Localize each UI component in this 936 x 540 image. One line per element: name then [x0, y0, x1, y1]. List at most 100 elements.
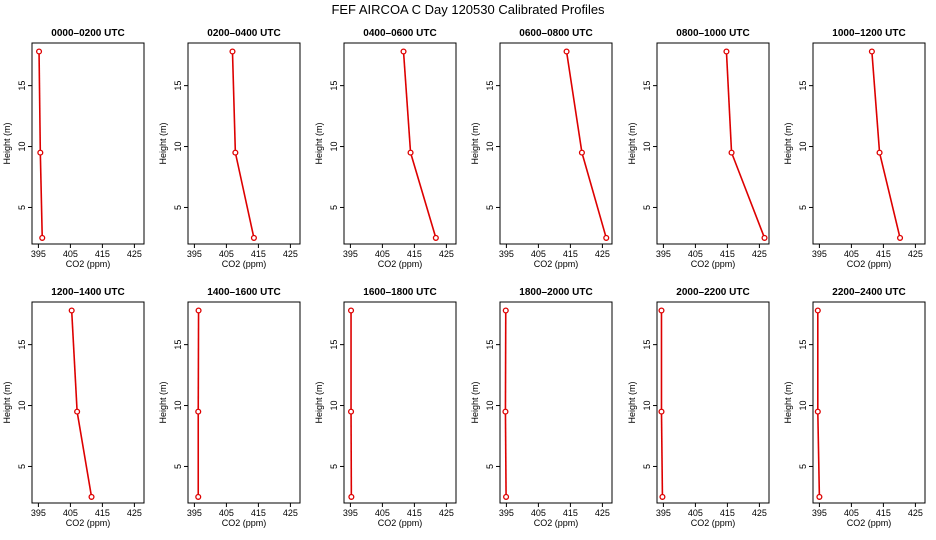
- x-tick-label: 405: [531, 508, 546, 518]
- figure-title: FEF AIRCOA C Day 120530 Calibrated Profi…: [331, 2, 605, 17]
- panels-grid: 0000–0200 UTC 395 405 415 425 CO2 (ppm) 5 10 15 H…: [2, 28, 926, 528]
- profile-point: [896, 234, 904, 241]
- panel-title: 0800–1000 UTC: [676, 28, 749, 39]
- profile-segment: [38, 51, 42, 153]
- x-tick-label: 425: [283, 508, 298, 518]
- x-tick-label: 395: [187, 249, 202, 259]
- profile-point: [659, 493, 666, 500]
- profile-point: [502, 307, 509, 314]
- y-tick-label: 10: [642, 401, 652, 411]
- y-tick-label: 15: [485, 340, 495, 350]
- x-tick-label: 405: [688, 249, 703, 259]
- plot-frame: [187, 301, 301, 504]
- y-tick-label: 15: [798, 81, 808, 91]
- y-tick-label: 10: [798, 142, 808, 152]
- y-tick-label: 15: [329, 81, 339, 91]
- profile-point: [347, 408, 355, 415]
- profile-point: [88, 493, 95, 500]
- profile-segment: [581, 152, 608, 239]
- x-tick-label: 395: [812, 249, 827, 259]
- profile-panel: 1200–1400 UTC 395 405 415 425 CO2 (ppm) 5 10 15 H…: [2, 287, 145, 528]
- profile-segment: [409, 152, 437, 239]
- y-tick-label: 15: [642, 81, 652, 91]
- x-tick-label: 395: [31, 249, 46, 259]
- panel-title: 1000–1200 UTC: [832, 28, 905, 39]
- x-tick-label: 415: [95, 249, 110, 259]
- profile-point: [761, 234, 768, 241]
- panel-title: 2000–2200 UTC: [676, 287, 749, 298]
- profile-segment: [504, 411, 507, 497]
- profile-point: [658, 408, 665, 415]
- profile-point: [232, 149, 239, 156]
- x-tick-label: 425: [908, 508, 923, 518]
- y-axis-label: Height (m): [314, 381, 324, 423]
- x-tick-label: 425: [752, 508, 767, 518]
- x-tick-label: 395: [343, 249, 358, 259]
- x-tick-label: 405: [531, 249, 546, 259]
- profile-panel: 2200–2400 UTC 395 405 415 425 CO2 (ppm) 5 10 15 H…: [783, 287, 926, 528]
- profile-point: [68, 307, 75, 314]
- profile-panel: 0600–0800 UTC 395 405 415 425 CO2 (ppm) 5 10 15 H…: [470, 28, 613, 269]
- x-axis-label: CO2 (ppm): [847, 518, 892, 528]
- x-tick-label: 405: [219, 508, 234, 518]
- y-axis-label: Height (m): [158, 122, 168, 164]
- x-axis-label: CO2 (ppm): [222, 518, 267, 528]
- profile-panel: 0000–0200 UTC 395 405 415 425 CO2 (ppm) 5 10 15 H…: [2, 28, 145, 269]
- y-tick-label: 10: [329, 142, 339, 152]
- profile-point: [868, 48, 875, 55]
- plot-frame: [812, 301, 926, 504]
- profile-point: [39, 234, 46, 241]
- profile-point: [814, 307, 821, 314]
- profile-point: [347, 307, 355, 314]
- y-tick-label: 15: [173, 340, 183, 350]
- panel-title: 0000–0200 UTC: [51, 28, 124, 39]
- profile-segment: [231, 51, 237, 153]
- profile-point: [876, 149, 883, 156]
- profile-panel: 2000–2200 UTC 395 405 415 425 CO2 (ppm) 5 10 15 H…: [627, 287, 770, 528]
- profile-segment: [660, 411, 664, 497]
- profile-segment: [39, 152, 44, 238]
- x-tick-label: 405: [63, 249, 78, 259]
- y-axis-label: Height (m): [783, 122, 793, 164]
- plot-frame: [187, 42, 301, 245]
- profile-segment: [817, 411, 821, 497]
- profile-point: [503, 493, 510, 500]
- profile-segment: [76, 411, 93, 498]
- profile-segment: [565, 51, 583, 153]
- x-tick-label: 425: [908, 249, 923, 259]
- y-tick-label: 15: [17, 340, 27, 350]
- y-tick-label: 15: [642, 340, 652, 350]
- x-axis-label: CO2 (ppm): [691, 518, 736, 528]
- profile-point: [74, 408, 81, 415]
- x-axis-label: CO2 (ppm): [691, 259, 736, 269]
- plot-frame: [499, 301, 613, 504]
- profile-panel: 0200–0400 UTC 395 405 415 425 CO2 (ppm) 5 10 15 H…: [158, 28, 301, 269]
- x-tick-label: 415: [407, 249, 422, 259]
- profile-point: [195, 307, 202, 314]
- x-tick-label: 405: [375, 249, 390, 259]
- profile-point: [348, 493, 355, 500]
- profile-panel: 1600–1800 UTC 395 405 415 425 CO2 (ppm) 5 10 15 H…: [314, 287, 457, 528]
- x-tick-label: 395: [499, 249, 514, 259]
- plot-frame: [656, 301, 770, 504]
- profile-point: [400, 48, 407, 55]
- profile-point: [603, 234, 610, 241]
- y-tick-label: 5: [485, 464, 495, 469]
- plot-frame: [343, 42, 457, 245]
- y-axis-label: Height (m): [314, 122, 324, 164]
- profile-point: [35, 48, 43, 55]
- y-tick-label: 10: [173, 401, 183, 411]
- y-tick-label: 5: [17, 205, 27, 210]
- y-tick-label: 5: [17, 464, 27, 469]
- y-tick-label: 5: [173, 464, 183, 469]
- y-tick-label: 5: [173, 205, 183, 210]
- profile-point: [407, 149, 414, 156]
- x-tick-label: 395: [343, 508, 358, 518]
- x-axis-label: CO2 (ppm): [378, 259, 423, 269]
- plot-frame: [31, 301, 145, 504]
- profile-point: [728, 149, 735, 156]
- x-axis-label: CO2 (ppm): [534, 259, 579, 269]
- profile-segment: [70, 310, 78, 412]
- profile-point: [578, 149, 585, 156]
- profile-point: [250, 234, 257, 241]
